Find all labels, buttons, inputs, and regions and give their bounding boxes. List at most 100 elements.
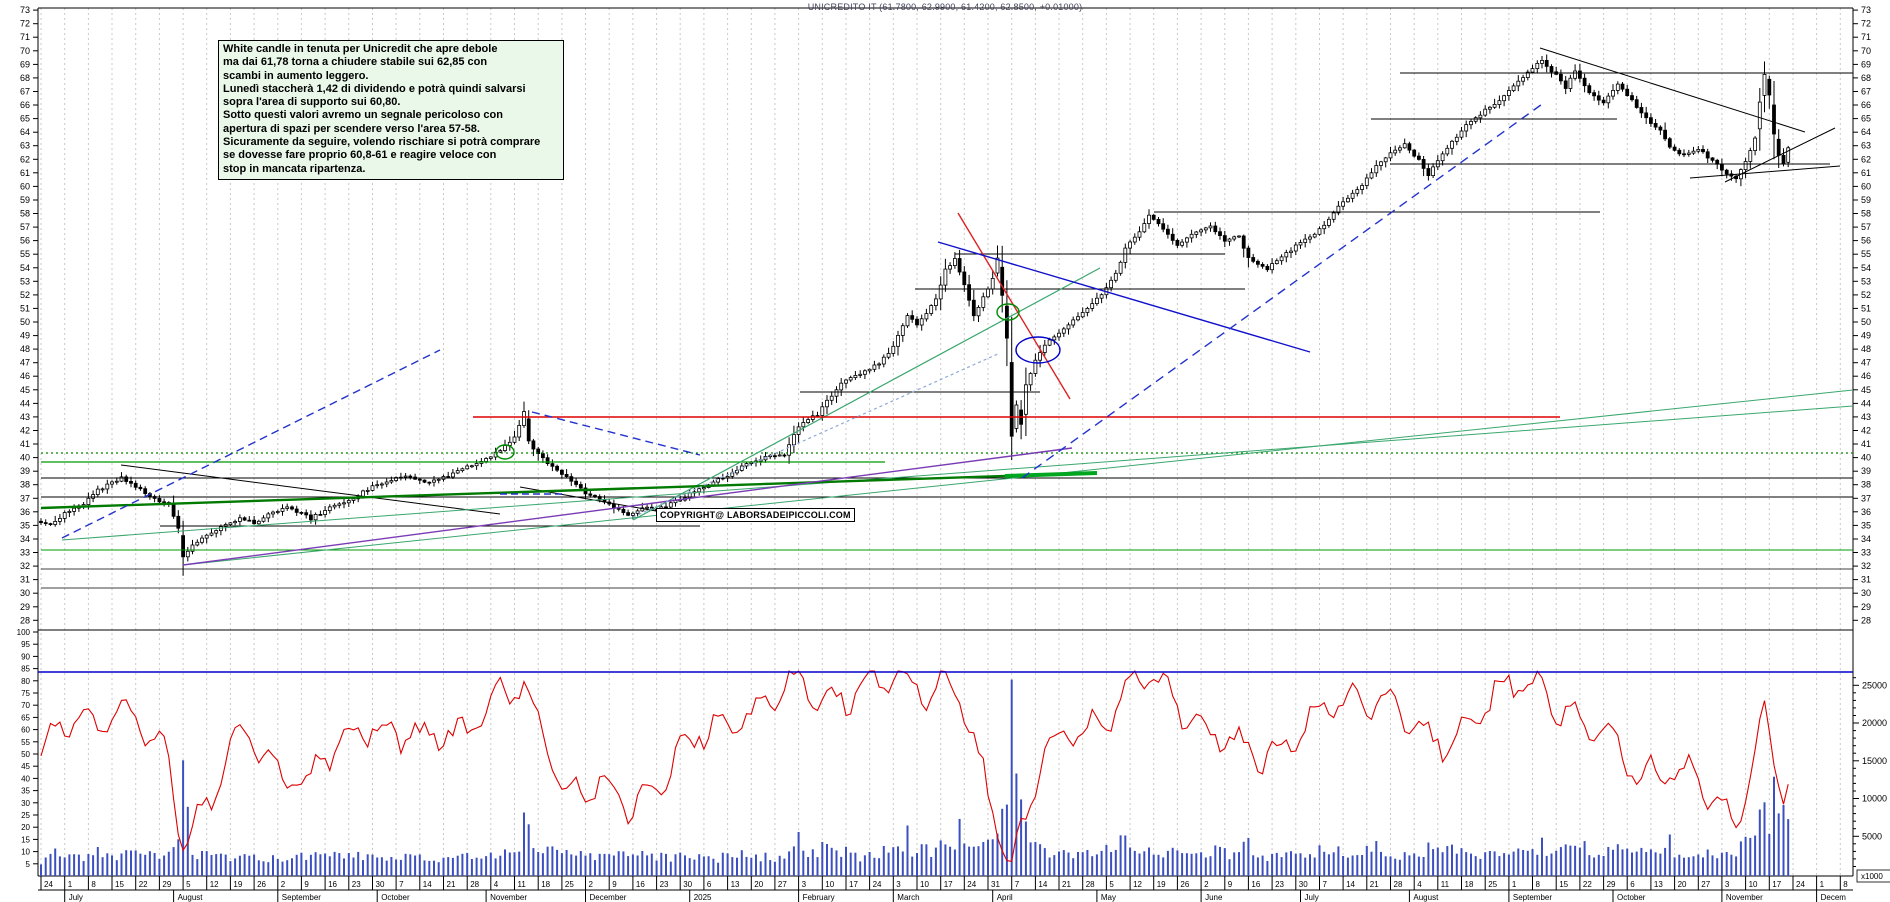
week-day-label: 26 <box>1180 880 1189 889</box>
volume-bar <box>688 858 691 876</box>
volume-bar <box>295 854 298 876</box>
candle <box>635 510 640 514</box>
volume-bar <box>111 855 113 876</box>
price-label-left: 39 <box>20 466 30 476</box>
candle <box>1559 73 1563 82</box>
volume-bar <box>428 860 431 876</box>
price-label-left: 58 <box>20 209 30 219</box>
rsi-label: 80 <box>21 677 30 686</box>
candle <box>1047 339 1052 346</box>
price-label-right: 31 <box>1861 575 1871 585</box>
volume-bar <box>1053 855 1056 876</box>
price-label-right: 39 <box>1861 466 1871 476</box>
volume-bar <box>684 855 686 876</box>
candle <box>1350 192 1355 199</box>
candle <box>1696 148 1701 152</box>
volume-bar <box>788 851 791 876</box>
volume-bar <box>1332 852 1335 876</box>
volume-bar <box>650 853 653 876</box>
candle <box>67 510 72 513</box>
volume-bar <box>461 853 464 876</box>
candle <box>938 284 943 300</box>
week-day-label: 13 <box>1654 880 1663 889</box>
candle <box>351 498 356 501</box>
volume-bar <box>1048 857 1051 876</box>
week-day-label: 14 <box>1346 880 1355 889</box>
volume-bar <box>759 861 762 876</box>
candle <box>204 534 209 539</box>
candle <box>62 512 67 519</box>
volume-bar <box>575 855 578 876</box>
week-day-label: 8 <box>1843 880 1848 889</box>
volume-bar <box>1640 847 1643 876</box>
candle <box>1407 143 1412 151</box>
week-day-label: 10 <box>1749 880 1758 889</box>
candle <box>1615 83 1620 91</box>
volume-bar <box>1200 852 1203 876</box>
volume-bar <box>385 860 388 876</box>
candle <box>237 517 242 522</box>
candle <box>787 444 791 456</box>
volume-bar <box>1067 852 1070 876</box>
candle <box>929 305 934 314</box>
candle <box>1227 238 1232 242</box>
volume-bar <box>816 857 819 876</box>
volume-bar <box>1659 853 1662 876</box>
candle <box>697 488 702 493</box>
volume-bar <box>1522 850 1525 876</box>
volume-bar <box>925 844 928 876</box>
candle <box>133 482 138 488</box>
month-label: May <box>1101 893 1116 902</box>
volume-bar <box>1531 849 1534 876</box>
candle <box>1113 272 1118 281</box>
volume-bar <box>1536 854 1539 876</box>
week-day-label: 23 <box>1275 880 1284 889</box>
candle <box>1417 155 1421 160</box>
week-day-label: 6 <box>1630 880 1635 889</box>
volume-bar <box>655 860 658 876</box>
price-label-left: 56 <box>20 236 30 246</box>
volume-bar <box>1290 851 1292 876</box>
green-circle-breakout <box>495 444 515 460</box>
candle <box>967 284 971 301</box>
volume-bar <box>1697 854 1700 876</box>
volume-bar <box>1148 847 1150 876</box>
candle <box>948 265 952 270</box>
price-label-left: 73 <box>20 5 30 15</box>
volume-bar <box>1559 847 1562 876</box>
candle <box>1199 229 1203 233</box>
candle <box>735 469 739 474</box>
candle <box>1099 294 1104 299</box>
week-day-label: 24 <box>44 880 53 889</box>
volume-bar <box>1043 848 1046 876</box>
candle <box>124 476 129 482</box>
volume-bar <box>1351 855 1354 876</box>
volume-bar <box>1479 858 1482 876</box>
price-label-left: 68 <box>20 73 30 83</box>
candle <box>1521 77 1525 82</box>
candle <box>1667 138 1672 148</box>
volume-bar <box>314 852 317 876</box>
volume-bar <box>1024 821 1027 876</box>
volume-bar <box>1720 852 1723 876</box>
volume-bar <box>1015 773 1018 876</box>
price-label-left: 48 <box>20 344 30 354</box>
candle <box>233 521 238 524</box>
volume-bar <box>1432 849 1435 876</box>
week-day-label: 16 <box>328 880 337 889</box>
candle <box>773 455 777 458</box>
volume-bar <box>1285 852 1288 876</box>
month-label: December <box>590 893 627 902</box>
candle <box>550 463 555 467</box>
candle <box>469 465 474 468</box>
volume-bar <box>882 846 885 876</box>
candle <box>971 299 976 317</box>
candle <box>110 481 114 485</box>
month-label: March <box>897 893 919 902</box>
candle <box>957 258 962 273</box>
candle <box>1497 100 1502 105</box>
candle <box>574 480 578 485</box>
volume-bar <box>1593 857 1596 876</box>
week-day-label: 1 <box>68 880 73 889</box>
